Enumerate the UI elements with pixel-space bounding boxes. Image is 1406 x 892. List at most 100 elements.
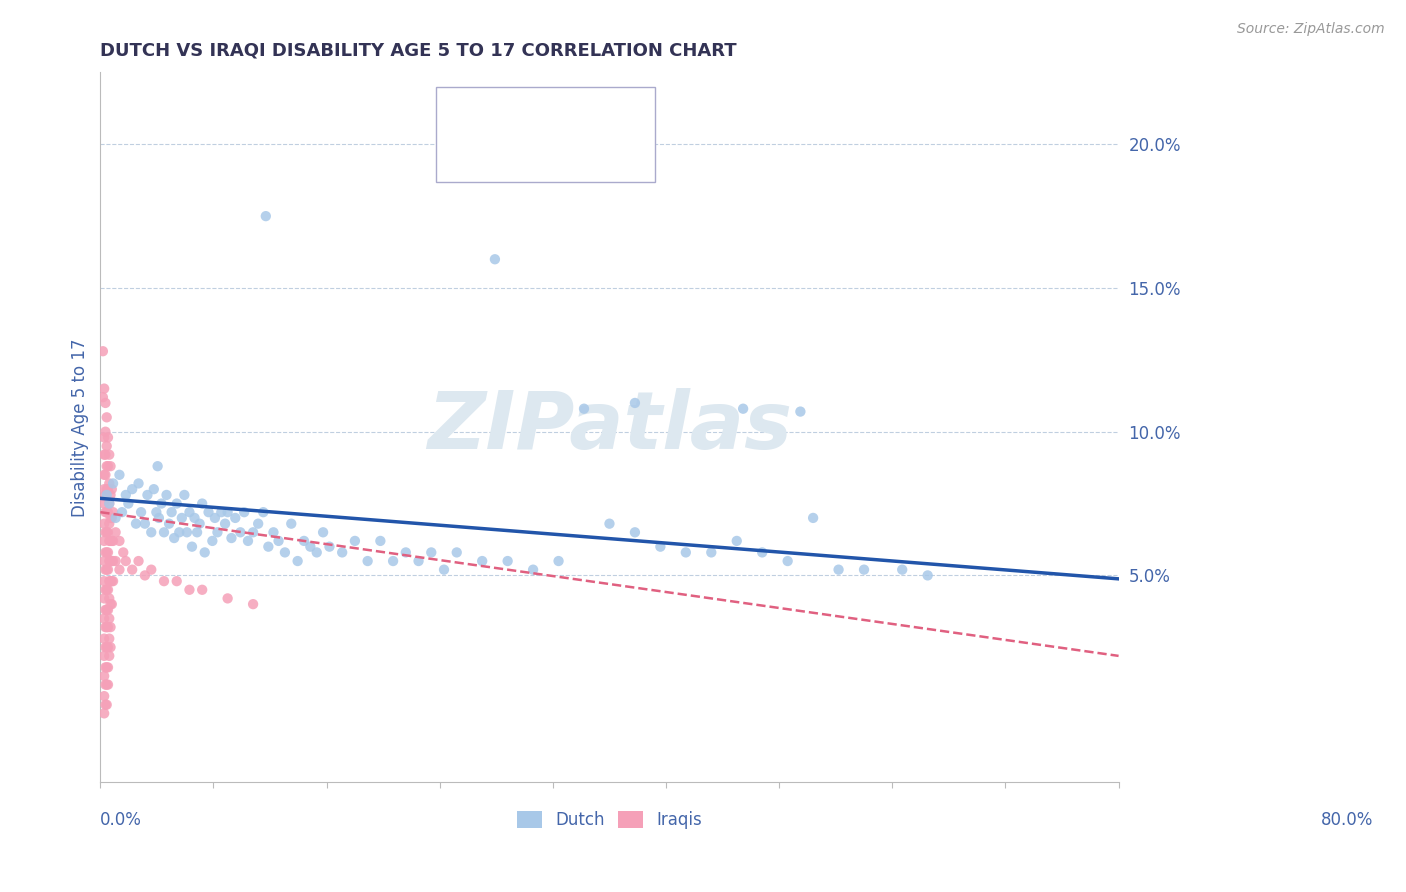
Point (183, 511, 205, 525)
Point (675, 545, 697, 559)
Point (108, 467, 131, 482)
Point (141, 563, 163, 577)
Point (93, 648, 115, 663)
Point (100, 511, 122, 525)
Point (572, 401, 595, 416)
Point (214, 516, 236, 531)
Point (98, 533, 121, 548)
Point (91, 390, 114, 404)
Point (650, 540, 672, 554)
Point (484, 252, 506, 267)
Text: DUTCH VS IRAQI DISABILITY AGE 5 TO 17 CORRELATION CHART: DUTCH VS IRAQI DISABILITY AGE 5 TO 17 CO… (100, 42, 737, 60)
Point (97, 459, 120, 474)
Point (96, 640, 118, 655)
Point (382, 554, 405, 568)
Point (252, 505, 274, 519)
Point (236, 533, 259, 548)
Point (129, 505, 152, 519)
Point (207, 525, 229, 540)
Point (153, 574, 176, 589)
Point (145, 505, 167, 519)
Point (134, 568, 156, 582)
Point (97, 525, 120, 540)
Point (96, 505, 118, 519)
Text: 0.0%: 0.0% (100, 811, 142, 829)
Point (733, 401, 755, 416)
Point (96, 525, 118, 540)
Point (128, 554, 150, 568)
Point (725, 533, 748, 548)
Point (101, 533, 124, 548)
Point (97, 482, 120, 496)
Point (93, 632, 115, 646)
Point (94, 505, 117, 519)
Point (93, 554, 115, 568)
Point (94, 660, 117, 674)
Point (93, 516, 115, 531)
Point (101, 505, 124, 519)
Point (94, 678, 117, 692)
Point (97, 640, 120, 655)
Point (233, 505, 256, 519)
Point (93, 430, 115, 444)
Point (96, 698, 118, 712)
Point (96, 545, 118, 559)
Point (97, 430, 120, 444)
Point (343, 533, 366, 548)
Point (624, 525, 647, 540)
Point (287, 554, 309, 568)
Point (148, 511, 170, 525)
Point (163, 531, 186, 545)
Point (94, 425, 117, 439)
Point (305, 545, 328, 559)
Point (98, 516, 121, 531)
Point (93, 574, 115, 589)
Point (96, 410, 118, 425)
Point (94, 603, 117, 617)
Point (179, 582, 201, 597)
Point (853, 563, 876, 577)
Point (97, 603, 120, 617)
Point (209, 505, 232, 519)
Point (96, 660, 118, 674)
Point (280, 516, 302, 531)
Point (96, 620, 118, 634)
Point (98, 497, 121, 511)
Point (247, 516, 270, 531)
Point (420, 545, 443, 559)
Point (224, 511, 246, 525)
Point (776, 554, 799, 568)
Point (97, 678, 120, 692)
Point (98, 632, 121, 646)
Point (157, 516, 180, 531)
Point (114, 554, 136, 568)
Point (93, 591, 115, 606)
Point (93, 611, 115, 625)
Point (891, 563, 914, 577)
Y-axis label: Disability Age 5 to 17: Disability Age 5 to 17 (72, 338, 89, 516)
Point (125, 516, 148, 531)
Point (101, 482, 124, 496)
Point (751, 545, 773, 559)
Text: 80.0%: 80.0% (1320, 811, 1374, 829)
Point (166, 574, 188, 589)
Point (299, 540, 322, 554)
Point (267, 533, 290, 548)
Point (101, 554, 124, 568)
Point (94, 545, 117, 559)
Point (104, 554, 127, 568)
Point (100, 620, 122, 634)
Point (93, 448, 115, 462)
Point (94, 640, 117, 655)
Point (100, 640, 122, 655)
Point (94, 448, 117, 462)
Point (150, 497, 173, 511)
Point (242, 597, 264, 611)
Point (100, 459, 122, 474)
Point (104, 525, 127, 540)
Point (93, 533, 115, 548)
Point (101, 574, 124, 589)
Point (96, 678, 118, 692)
Point (100, 533, 122, 548)
Point (522, 563, 544, 577)
